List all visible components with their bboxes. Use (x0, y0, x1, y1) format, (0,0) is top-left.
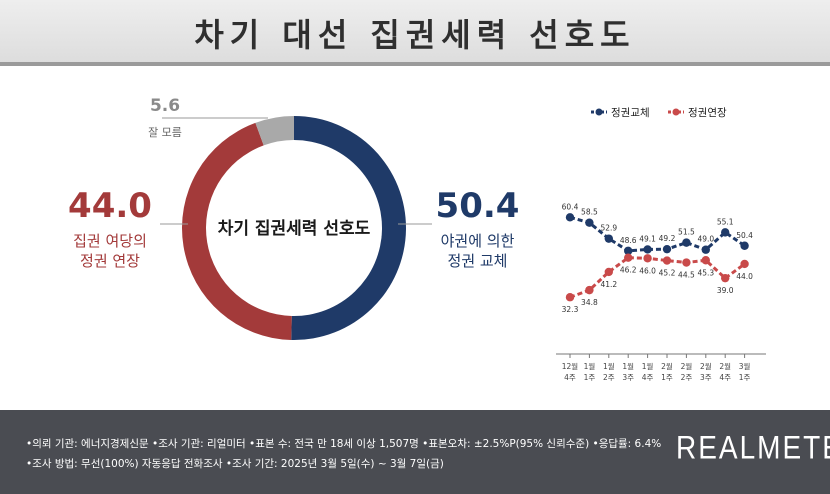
x-tick-label-0-0: 12월 (562, 361, 579, 371)
chart-area: 정권교체 정권연장 60.458.552.948.6 49.1 49.251.549.0… (160, 107, 766, 382)
legend-marker-1 (672, 108, 680, 116)
data-label-0-8: 55.1 (717, 217, 734, 226)
data-label-1-3: 46.2 (620, 266, 637, 275)
data-point-1-3 (624, 253, 633, 262)
x-tick-label-6-1: 2주 (681, 373, 693, 382)
x-tick-label-1-0: 1월 (584, 361, 596, 371)
x-tick-label-1-1: 1주 (584, 373, 596, 382)
unknown-value: 5.6 (149, 96, 181, 116)
data-label-1-9: 44.0 (736, 272, 753, 281)
data-label-1-7: 45.3 (697, 268, 714, 277)
opposition-value: 50.4 (435, 186, 520, 226)
data-label-0-7: 49.0 (697, 235, 714, 244)
data-point-1-7 (701, 256, 710, 265)
footer-bar (0, 410, 830, 494)
data-point-0-8 (721, 228, 730, 237)
data-point-0-9 (740, 241, 749, 250)
page-title: 차기 대선 집권세력 선호도 (194, 16, 636, 54)
data-label-1-5: 45.2 (659, 269, 676, 278)
donut-slice-1 (181, 122, 292, 340)
opposition-label-2: 정권 교체 (447, 252, 508, 270)
data-point-0-2 (604, 234, 613, 243)
data-label-0-9: 50.4 (736, 231, 753, 240)
data-point-0-0 (565, 213, 575, 222)
x-tick-label-8-0: 2월 (719, 361, 731, 371)
x-tick-label-9-0: 3월 (739, 361, 751, 371)
x-tick-label-6-0: 2월 (681, 361, 693, 371)
ruling-value: 44.0 (68, 186, 152, 226)
data-point-1-4 (643, 254, 652, 263)
data-label-0-2: 52.9 (600, 224, 617, 233)
data-point-0-3 (624, 246, 633, 256)
x-tick-label-9-1: 1주 (739, 373, 751, 382)
x-tick-label-4-0: 1월 (642, 361, 654, 371)
series-line-0 (569, 215, 746, 253)
x-tick-label-5-0: 2월 (661, 361, 673, 371)
x-tick-label-2-0: 1월 (603, 361, 615, 371)
data-point-1-5 (662, 256, 672, 265)
data-point-1-1 (585, 285, 594, 295)
data-label-1-8: 39.0 (717, 286, 734, 295)
ruling-label-2: 정권 연장 (80, 252, 140, 270)
x-tick-label-7-1: 3주 (700, 373, 712, 382)
data-point-0-7 (701, 245, 710, 254)
header-bar (0, 0, 830, 66)
donut-chart (181, 116, 406, 340)
x-tick-label-5-1: 1주 (661, 373, 673, 382)
data-point-1-9 (740, 259, 749, 269)
data-point-1-0 (565, 293, 575, 302)
data-label-0-3: 48.6 (620, 236, 637, 245)
x-tick-label-3-0: 1월 (622, 361, 634, 371)
data-label-0-1: 58.5 (581, 208, 598, 217)
donut-slice-2 (255, 116, 294, 146)
data-label-1-0: 32.3 (562, 305, 579, 314)
x-tick-label-7-0: 2월 (700, 361, 712, 371)
data-label-0-6: 51.5 (678, 228, 695, 237)
legend-label-1: 정권연장 (688, 107, 727, 119)
data-point-1-8 (721, 273, 730, 283)
x-tick-label-0-1: 4주 (564, 373, 576, 382)
line-chart: 정권교체 정권연장 60.458.552.948.6 49.1 49.251.549.0… (562, 107, 754, 382)
data-label-0-0: 60.4 (562, 202, 579, 211)
legend-label-0: 정권교체 (611, 107, 650, 119)
data-point-1-6 (682, 258, 691, 267)
footer-line-1: •의뢰 기관: 에너지경제신문 •조사 기관: 리얼미터 •표본 수: 전국 만… (26, 438, 662, 450)
unknown-label: 잘 모름 (148, 126, 182, 139)
legend-marker-0 (595, 108, 603, 116)
x-tick-label-2-1: 2주 (603, 373, 615, 382)
x-tick-label-3-1: 3주 (622, 373, 634, 382)
data-label-1-1: 34.8 (581, 298, 598, 307)
data-point-1-2 (604, 267, 613, 277)
opposition-label-1: 야권에 의한 (440, 232, 515, 250)
realmeter-logo: REALMETER (676, 429, 830, 466)
data-label-1-6: 44.5 (678, 271, 695, 280)
x-tick-label-8-1: 4주 (719, 373, 731, 382)
donut-center-label: 차기 집권세력 선호도 (217, 219, 371, 239)
data-point-0-6 (682, 238, 691, 247)
data-label-1-2: 41.2 (600, 280, 617, 289)
ruling-label-1: 집권 여당의 (73, 232, 147, 250)
x-tick-label-4-1: 4주 (642, 373, 654, 382)
header-band (0, 62, 830, 66)
data-label-0-5: 49.2 (659, 234, 676, 243)
data-label-0-4: 49.1 (639, 234, 656, 243)
series-line-1 (569, 256, 746, 299)
data-point-0-4 (643, 245, 652, 254)
donut-slice-0 (291, 116, 406, 340)
data-point-0-1 (585, 218, 594, 227)
footer-line-2: •조사 방법: 무선(100%) 자동응답 전화조사 •조사 기간: 2025년… (26, 458, 444, 470)
data-point-0-5 (662, 244, 672, 254)
data-label-1-4: 46.0 (639, 266, 656, 275)
